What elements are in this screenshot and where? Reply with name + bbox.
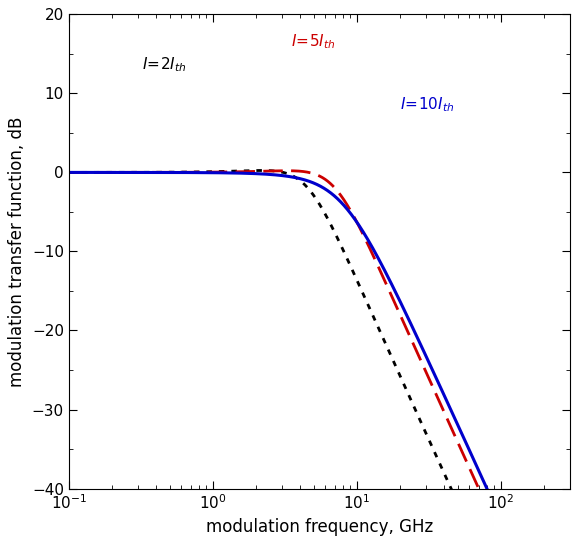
Y-axis label: modulation transfer function, dB: modulation transfer function, dB [8,116,27,387]
Text: $I\!=\!2I_{th}$: $I\!=\!2I_{th}$ [142,55,186,75]
X-axis label: modulation frequency, GHz: modulation frequency, GHz [206,518,433,536]
Text: $I\!=\!10I_{th}$: $I\!=\!10I_{th}$ [401,95,455,114]
Text: $I\!=\!5I_{th}$: $I\!=\!5I_{th}$ [291,32,336,51]
